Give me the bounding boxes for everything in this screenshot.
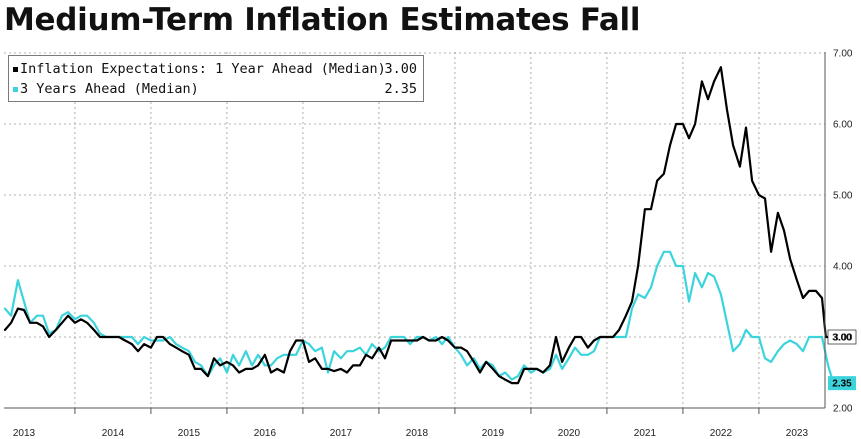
- y-axis: 2.00 3.00 4.00 5.00 6.00 7.00: [824, 49, 853, 415]
- series-line-3-years: [3, 250, 835, 385]
- x-tick-label: 2023: [786, 428, 809, 439]
- chart-title: Medium-Term Inflation Estimates Fall: [4, 2, 641, 38]
- legend-label-3-years: 3 Years Ahead (Median): [20, 81, 199, 97]
- end-label-box: [827, 329, 857, 345]
- y-tick-label: 7.00: [833, 49, 853, 60]
- grid-lines: [4, 52, 825, 409]
- x-tick-label: 2017: [330, 428, 353, 439]
- y-tick-label: 2.00: [833, 404, 853, 415]
- end-label-1-year: 3.00: [827, 329, 857, 345]
- legend-value-3-years: 2.35: [384, 81, 417, 97]
- legend-item-1-year: Inflation Expectations: 1 Year Ahead (Me…: [13, 59, 417, 79]
- y-tick-label: 5.00: [833, 191, 853, 202]
- series-lines: [3, 66, 835, 385]
- legend-label-1-year: Inflation Expectations: 1 Year Ahead (Me…: [20, 61, 386, 77]
- legend: Inflation Expectations: 1 Year Ahead (Me…: [8, 55, 424, 102]
- x-tick-label: 2019: [482, 428, 505, 439]
- x-tick-label: 2022: [710, 428, 733, 439]
- end-label-box: [828, 376, 856, 391]
- x-tick-label: 2020: [558, 428, 581, 439]
- y-tick-label: 4.00: [833, 262, 853, 273]
- series-line-1-year: [3, 66, 835, 385]
- x-tick-label: 2015: [178, 428, 201, 439]
- x-tick-label: 2013: [13, 428, 36, 439]
- x-axis: 2013 2014 2015 2016 2017 2018 2019 2020 2021 2022…: [4, 407, 825, 439]
- y-tick-label: 3.00: [833, 333, 853, 344]
- x-tick-label: 2018: [406, 428, 429, 439]
- end-label-3-years: 2.35: [828, 376, 856, 391]
- legend-item-3-years: 3 Years Ahead (Median) 2.35: [13, 79, 417, 99]
- legend-swatch-1-year: [13, 66, 18, 72]
- end-value-labels: 3.00 2.35: [827, 329, 857, 391]
- x-tick-label: 2014: [102, 428, 125, 439]
- y-tick-label: 6.00: [833, 120, 853, 131]
- legend-value-1-year: 3.00: [384, 61, 417, 77]
- end-label-text: 2.35: [832, 379, 852, 390]
- legend-swatch-3-years: [13, 86, 18, 92]
- end-label-text: 3.00: [832, 333, 852, 344]
- x-tick-label: 2021: [634, 428, 657, 439]
- x-tick-label: 2016: [254, 428, 277, 439]
